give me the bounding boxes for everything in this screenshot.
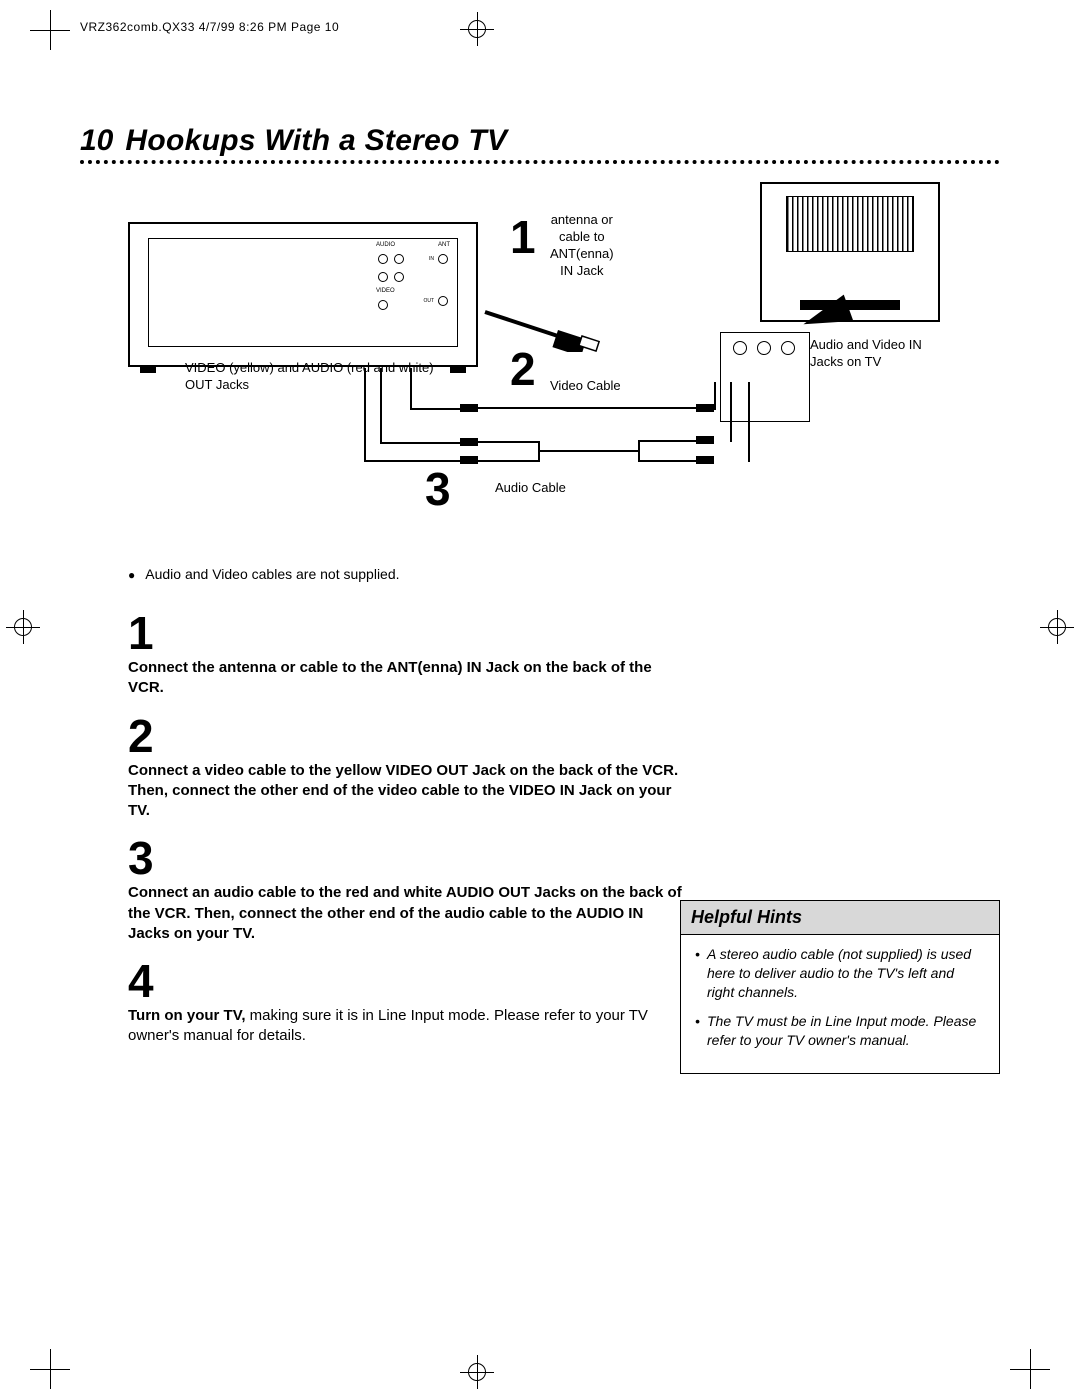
diagram-step-number-3: 3	[425, 462, 451, 516]
step-number: 3	[128, 835, 688, 881]
tiny-label: IN	[429, 256, 434, 262]
tiny-label: VIDEO	[376, 288, 395, 294]
registration-mark	[6, 610, 40, 644]
crop-mark	[30, 10, 70, 50]
step-number: 2	[128, 713, 688, 759]
diagram-step-number-1: 1	[510, 210, 536, 264]
print-header: VRZ362comb.QX33 4/7/99 8:26 PM Page 10	[80, 20, 1000, 34]
step-number: 4	[128, 958, 688, 1004]
crop-mark	[1010, 1349, 1050, 1389]
crop-mark	[30, 1349, 70, 1389]
registration-mark	[1040, 610, 1074, 644]
title-rule	[80, 160, 1000, 164]
antenna-plug-icon	[480, 302, 610, 352]
instruction-steps: 1 Connect the antenna or cable to the AN…	[128, 610, 688, 1047]
hint-item: A stereo audio cable (not supplied) is u…	[695, 945, 985, 1002]
tv-jack-panel	[720, 332, 810, 422]
vcr-illustration: AUDIO ANT IN VIDEO OUT	[128, 222, 478, 367]
step-text: Connect an audio cable to the red and wh…	[128, 883, 688, 944]
step-2: 2 Connect a video cable to the yellow VI…	[128, 713, 688, 822]
hint-item: The TV must be in Line Input mode. Pleas…	[695, 1012, 985, 1050]
hints-title: Helpful Hints	[681, 901, 999, 935]
step-1: 1 Connect the antenna or cable to the AN…	[128, 610, 688, 699]
registration-mark	[460, 1355, 494, 1389]
tiny-label: AUDIO	[376, 242, 395, 248]
step-number: 1	[128, 610, 688, 656]
step-4: 4 Turn on your TV, making sure it is in …	[128, 958, 688, 1047]
label-vcr-jacks: VIDEO (yellow) and AUDIO (red and white)…	[185, 360, 455, 394]
label-av-in: Audio and Video IN Jacks on TV	[810, 337, 950, 371]
tv-illustration	[760, 182, 940, 322]
tiny-label: ANT	[438, 242, 450, 248]
label-audio-cable: Audio Cable	[495, 480, 566, 497]
step-3: 3 Connect an audio cable to the red and …	[128, 835, 688, 944]
page-number: 10	[80, 124, 113, 158]
helpful-hints-box: Helpful Hints A stereo audio cable (not …	[680, 900, 1000, 1074]
step-text: Connect a video cable to the yellow VIDE…	[128, 761, 688, 822]
label-antenna: antenna or cable to ANT(enna) IN Jack	[550, 212, 614, 280]
vcr-jack-panel: AUDIO ANT IN VIDEO OUT	[378, 252, 448, 326]
page-title: Hookups With a Stereo TV	[125, 124, 507, 158]
step-text: Turn on your TV, making sure it is in Li…	[128, 1006, 688, 1047]
supply-note: Audio and Video cables are not supplied.	[128, 566, 1000, 582]
page-title-row: 10 Hookups With a Stereo TV	[80, 124, 1000, 158]
label-video-cable: Video Cable	[550, 378, 621, 395]
step-text: Connect the antenna or cable to the ANT(…	[128, 658, 688, 699]
hookup-diagram: AUDIO ANT IN VIDEO OUT	[80, 182, 1000, 562]
tiny-label: OUT	[423, 298, 434, 304]
